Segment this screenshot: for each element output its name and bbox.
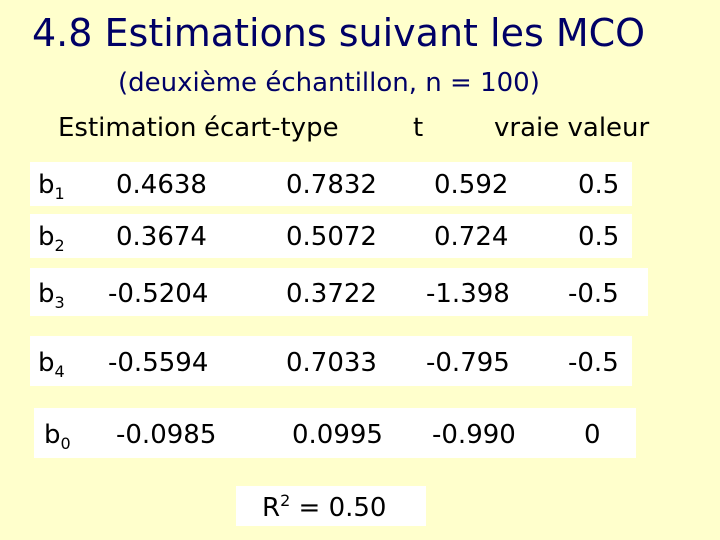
cell-estimation: 0.3674 <box>116 222 207 252</box>
header-t: t <box>413 113 424 143</box>
row-label: b0 <box>44 422 71 452</box>
row-background <box>30 162 632 206</box>
row-label: b1 <box>38 172 65 202</box>
cell-t: 0.592 <box>434 170 509 200</box>
coef-subscript: 1 <box>54 184 65 203</box>
row-background <box>30 214 632 258</box>
coef-subscript: 2 <box>54 236 65 255</box>
r-squared-label: R <box>262 493 281 523</box>
r-squared-value: = 0.50 <box>298 493 387 523</box>
cell-ecart-type: 0.3722 <box>286 279 377 309</box>
cell-vraie-valeur: -0.5 <box>568 348 619 378</box>
row-background <box>34 408 636 458</box>
coef-subscript: 3 <box>54 293 65 312</box>
coef-letter: b <box>38 222 55 252</box>
header-estimation: Estimation <box>58 113 197 143</box>
r-squared: R2 = 0.50 <box>262 491 387 523</box>
coef-subscript: 4 <box>54 362 65 381</box>
cell-estimation: -0.0985 <box>116 420 217 450</box>
coef-letter: b <box>38 348 55 378</box>
coef-letter: b <box>44 420 61 450</box>
header-vraie-valeur: vraie valeur <box>494 113 650 143</box>
page-subtitle: (deuxième échantillon, n = 100) <box>118 68 540 98</box>
row-label: b3 <box>38 281 65 311</box>
cell-ecart-type: 0.5072 <box>286 222 377 252</box>
cell-t: 0.724 <box>434 222 509 252</box>
page-title: 4.8 Estimations suivant les MCO <box>32 11 646 55</box>
row-label: b2 <box>38 224 65 254</box>
coef-letter: b <box>38 279 55 309</box>
cell-vraie-valeur: 0 <box>584 420 601 450</box>
cell-vraie-valeur: -0.5 <box>568 279 619 309</box>
cell-estimation: 0.4638 <box>116 170 207 200</box>
cell-estimation: -0.5204 <box>108 279 209 309</box>
coef-letter: b <box>38 170 55 200</box>
row-background <box>30 336 632 386</box>
cell-ecart-type: 0.7033 <box>286 348 377 378</box>
cell-vraie-valeur: 0.5 <box>578 222 620 252</box>
row-label: b4 <box>38 350 65 380</box>
r-squared-exponent: 2 <box>280 491 291 510</box>
row-background <box>30 268 648 316</box>
cell-vraie-valeur: 0.5 <box>578 170 620 200</box>
cell-t: -1.398 <box>426 279 510 309</box>
r-squared-box <box>236 486 426 526</box>
cell-t: -0.795 <box>426 348 510 378</box>
cell-t: -0.990 <box>432 420 516 450</box>
cell-estimation: -0.5594 <box>108 348 209 378</box>
coef-subscript: 0 <box>60 434 71 453</box>
header-ecart-type: écart-type <box>204 113 339 143</box>
cell-ecart-type: 0.7832 <box>286 170 377 200</box>
cell-ecart-type: 0.0995 <box>292 420 383 450</box>
